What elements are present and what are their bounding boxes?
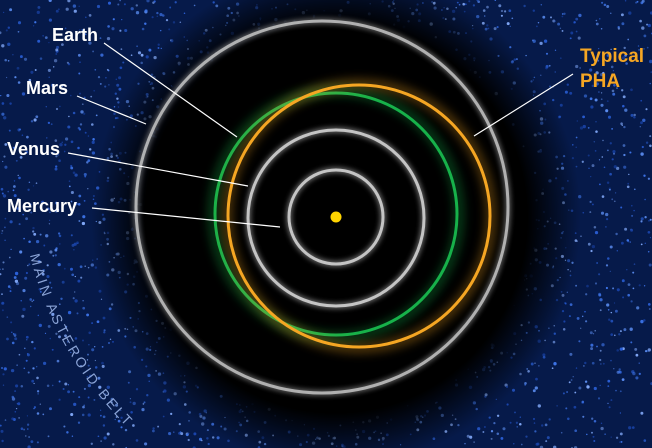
venus-label: Venus [7,139,60,159]
mars-label: Mars [26,78,68,98]
mercury-label: Mercury [7,196,77,216]
pha-label-line2: PHA [580,71,620,92]
mars-orbit [134,19,510,395]
pha-label-line1: Typical [580,46,644,67]
inner-void [91,0,581,448]
sun [330,211,342,223]
pha-orbit [226,83,492,349]
venus-orbit [246,128,426,308]
earth-label: Earth [52,25,98,45]
venus-leader-line [67,152,249,187]
earth-green-orbit [213,91,459,337]
mercury-orbit [287,168,385,266]
earth-leader-line [103,42,238,138]
mars-leader-line [76,95,147,125]
mercury-leader-line [91,207,281,228]
pha-leader-line [473,73,574,137]
